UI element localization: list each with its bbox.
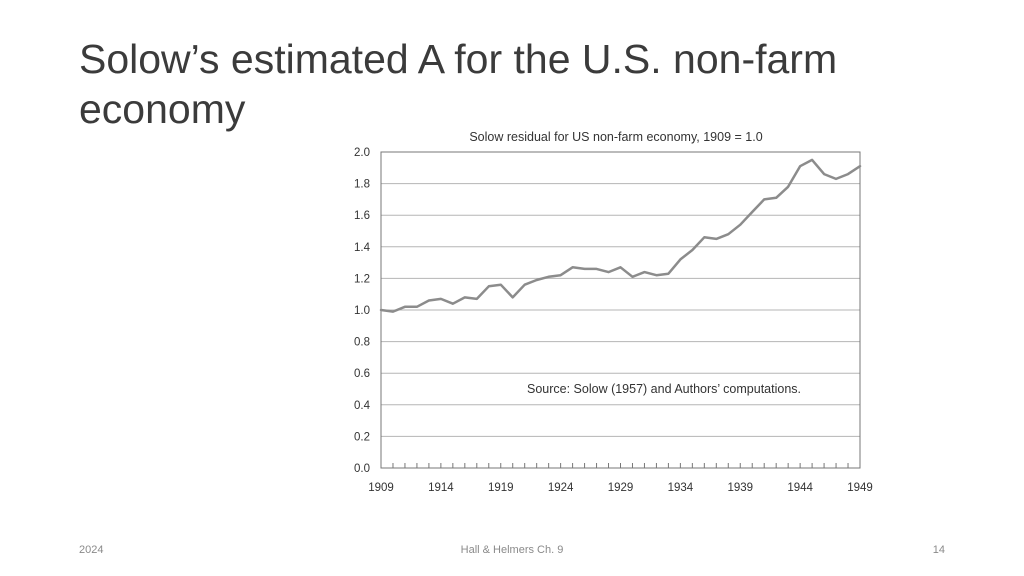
x-tick-label: 1929 [608, 482, 634, 494]
x-tick-label: 1934 [668, 482, 694, 494]
y-axis: 0.0 0.2 0.4 0.6 0.8 1.0 1.2 1.4 1.6 1.8 2.0 [354, 147, 371, 475]
x-tick-label: 1939 [727, 482, 753, 494]
footer-page-number: 14 [932, 544, 945, 556]
y-tick-label: 1.8 [354, 179, 370, 191]
slide-title: Solow’s estimated A for the U.S. non-far… [79, 34, 939, 134]
series-line-solow-residual [379, 158, 862, 313]
slide-title-line-2: economy [79, 86, 246, 132]
y-tick-label: 0.8 [354, 337, 370, 349]
x-tick-label: 1949 [847, 482, 873, 494]
x-axis: 1909 1914 1919 1924 1929 1934 1939 1944 1949 [368, 463, 873, 494]
slide-title-line-1: Solow’s estimated A for the U.S. non-far… [79, 36, 838, 82]
y-tick-label: 0.0 [354, 463, 370, 475]
chart-annotation: Source: Solow (1957) and Authors’ comput… [527, 382, 801, 396]
footer-source: Hall & Helmers Ch. 9 [460, 544, 564, 556]
x-tick-label: 1909 [368, 482, 394, 494]
y-tick-label: 0.4 [354, 400, 371, 412]
y-tick-label: 1.6 [354, 210, 370, 222]
y-tick-label: 1.4 [354, 242, 371, 254]
x-tick-label: 1914 [428, 482, 454, 494]
y-tick-label: 0.2 [354, 431, 370, 443]
x-tick-label: 1919 [488, 482, 514, 494]
y-tick-label: 1.0 [354, 305, 370, 317]
annotation-background [520, 378, 810, 400]
footer-date: 2024 [79, 544, 104, 556]
grid-lines [381, 151, 860, 469]
x-tick-label: 1944 [787, 482, 813, 494]
x-tick-label: 1924 [548, 482, 574, 494]
y-tick-label: 1.2 [354, 273, 370, 285]
chart-title: Solow residual for US non-farm economy, … [469, 130, 762, 144]
y-tick-label: 2.0 [354, 147, 370, 159]
y-tick-label: 0.6 [354, 368, 370, 380]
